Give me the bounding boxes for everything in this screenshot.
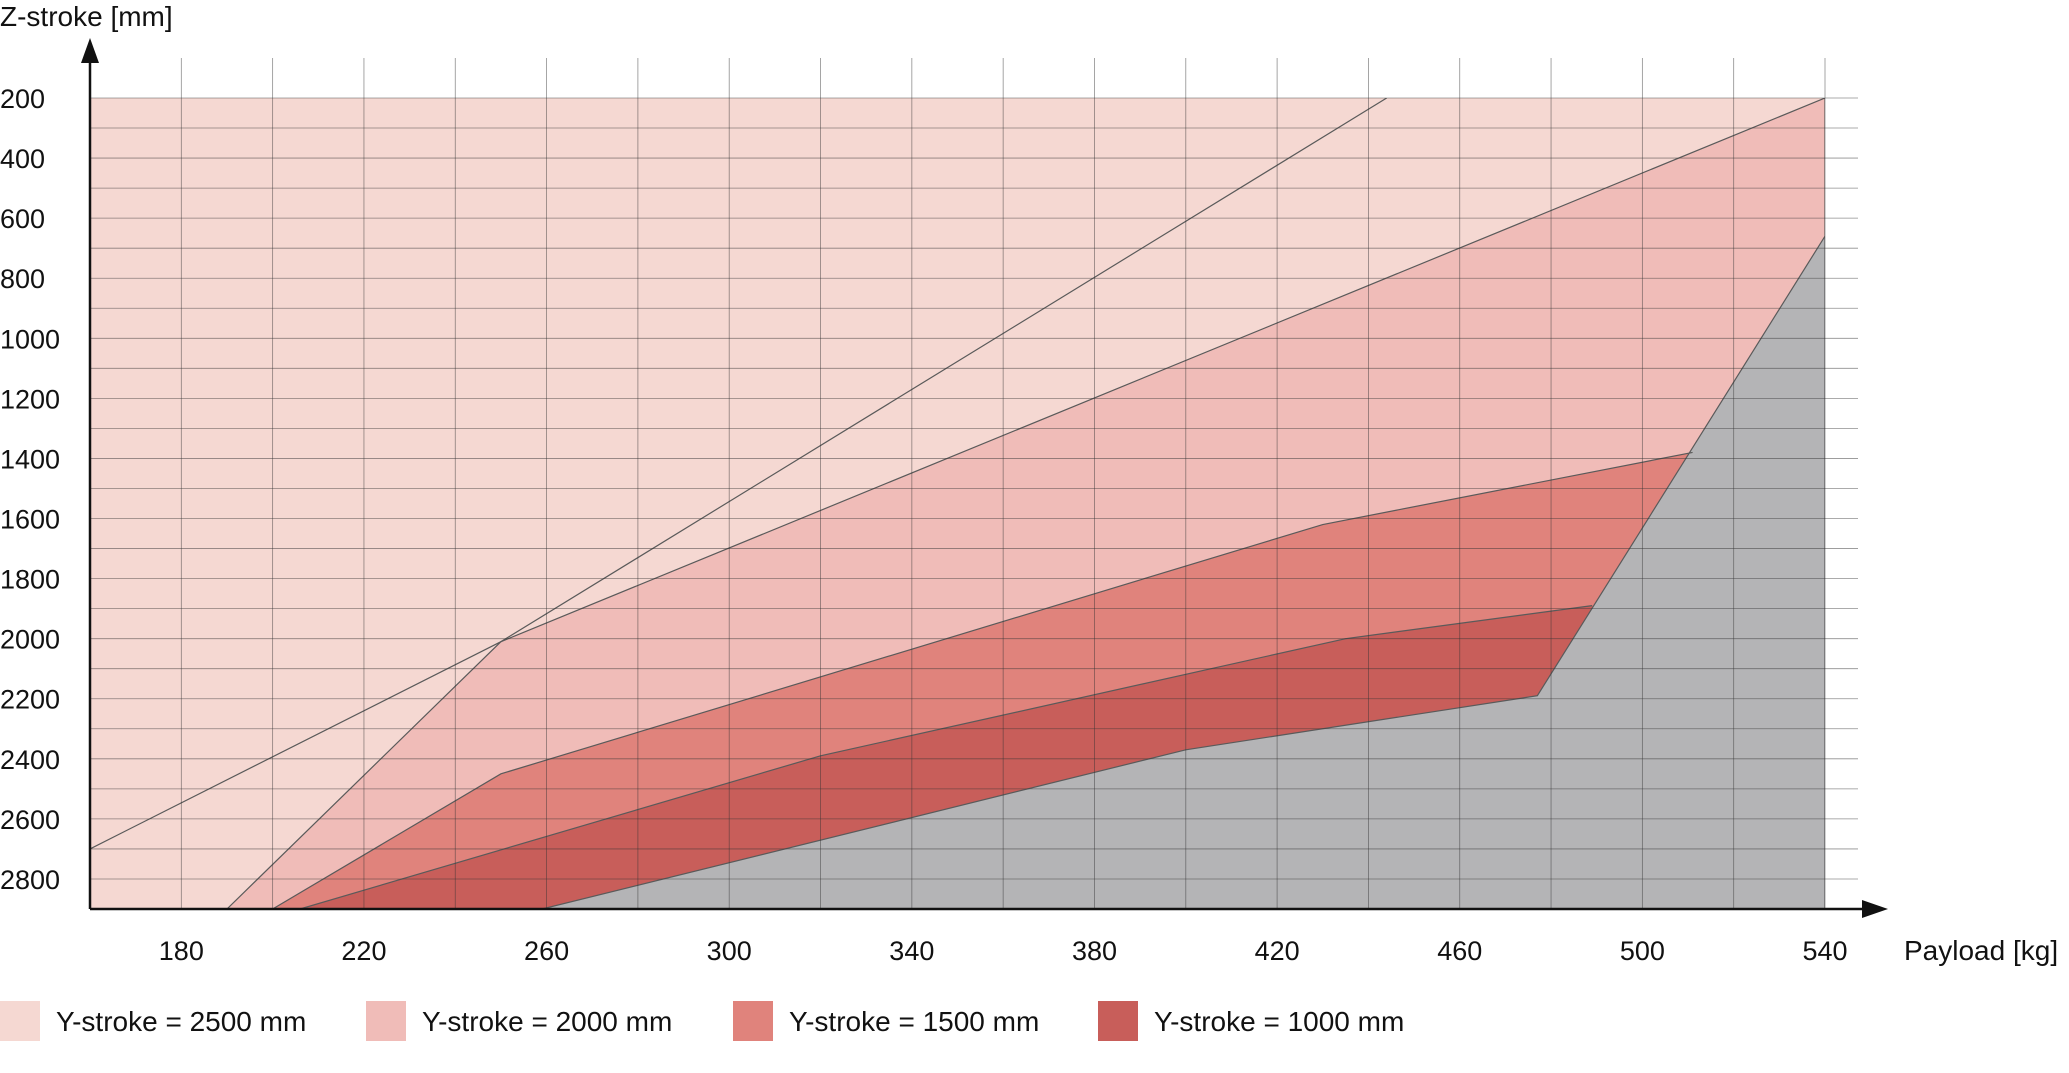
x-tick-label: 340	[889, 936, 934, 966]
legend: Y-stroke = 2500 mm Y-stroke = 2000 mm Y-st…	[0, 1001, 1404, 1041]
legend-item: Y-stroke = 1000 mm	[1098, 1001, 1404, 1041]
legend-swatch	[366, 1001, 406, 1041]
y-tick-label: 2800	[0, 865, 60, 895]
y-tick-label: 2200	[0, 685, 60, 715]
x-axis-title: Payload [kg]	[1904, 935, 2058, 966]
legend-swatch	[1098, 1001, 1138, 1041]
y-tick-label: 1400	[0, 444, 60, 474]
y-tick-label: 800	[0, 264, 45, 294]
y-tick-label: 2600	[0, 805, 60, 835]
y-tick-label: 600	[0, 204, 45, 234]
y-axis-title: Z-stroke [mm]	[0, 1, 173, 32]
axes-layer	[81, 38, 1888, 918]
boundary-line-y-stroke-2000	[226, 98, 1825, 909]
y-tick-label: 1800	[0, 565, 60, 595]
x-tick-label: 420	[1255, 936, 1300, 966]
area-layer	[90, 98, 1825, 909]
x-tick-label: 500	[1620, 936, 1665, 966]
legend-swatch	[0, 1001, 40, 1041]
y-axis-arrow-icon	[81, 38, 99, 63]
legend-item: Y-stroke = 2500 mm	[0, 1001, 306, 1041]
legend-label: Y-stroke = 1000 mm	[1154, 1006, 1404, 1037]
x-tick-label: 300	[707, 936, 752, 966]
legend-item: Y-stroke = 1500 mm	[733, 1001, 1039, 1041]
y-tick-label: 2000	[0, 625, 60, 655]
legend-label: Y-stroke = 1500 mm	[789, 1006, 1039, 1037]
x-tick-label: 220	[341, 936, 386, 966]
y-tick-label: 1000	[0, 324, 60, 354]
limit-boundary-line	[541, 235, 1825, 909]
legend-label: Y-stroke = 2000 mm	[422, 1006, 672, 1037]
y-tick-label: 400	[0, 144, 45, 174]
tick-labels-layer: 200 400 600 800 1000 1200 1400 1600 1800 2000 2200…	[0, 84, 1848, 966]
legend-label: Y-stroke = 2500 mm	[56, 1006, 306, 1037]
x-tick-label: 260	[524, 936, 569, 966]
boundary-line-y-stroke-1000	[299, 605, 1593, 909]
x-tick-label: 540	[1802, 936, 1847, 966]
x-axis-arrow-icon	[1862, 900, 1888, 918]
x-tick-label: 460	[1437, 936, 1482, 966]
legend-swatch	[733, 1001, 773, 1041]
x-tick-label: 180	[159, 936, 204, 966]
y-tick-label: 2400	[0, 745, 60, 775]
legend-item: Y-stroke = 2000 mm	[366, 1001, 672, 1041]
y-tick-label: 200	[0, 84, 45, 114]
y-tick-label: 1600	[0, 505, 60, 535]
x-tick-label: 380	[1072, 936, 1117, 966]
y-tick-label: 1200	[0, 384, 60, 414]
limit-area	[542, 236, 1825, 909]
